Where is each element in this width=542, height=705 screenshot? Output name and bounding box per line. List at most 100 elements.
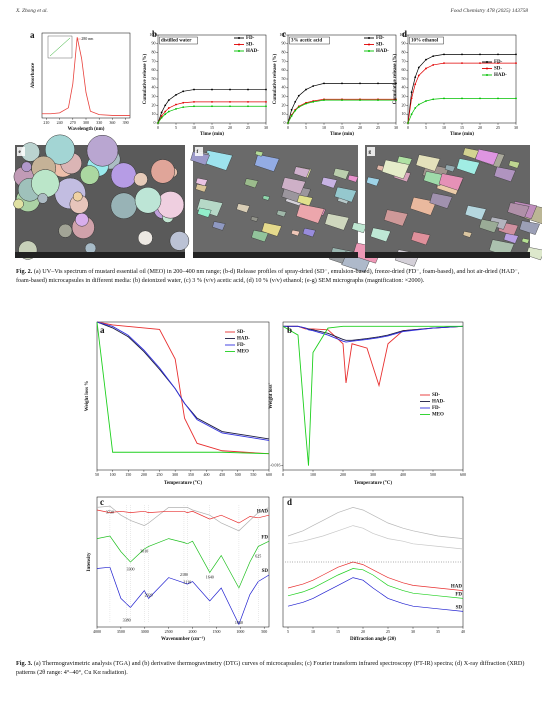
particle <box>110 192 138 220</box>
data-point <box>297 94 300 97</box>
x-tick-label: 1000 <box>236 629 244 634</box>
flake <box>195 183 208 193</box>
data-point <box>175 103 177 106</box>
particle <box>72 191 83 202</box>
panel-title: 10% ethanol <box>411 39 439 44</box>
flake <box>429 192 453 209</box>
flake <box>438 173 464 191</box>
data-point <box>211 105 213 108</box>
series-line <box>157 105 266 124</box>
y-tick-label: 10 <box>152 111 156 116</box>
sem-image: e <box>13 134 190 260</box>
y-tick-label: 40 <box>402 85 406 90</box>
data-point <box>414 107 417 109</box>
x-tick-label: 500 <box>430 472 436 477</box>
data-point <box>417 74 420 77</box>
x-tick-label: 25 <box>246 125 250 130</box>
figure-caption: Fig. 3. (a) Thermogravimetric analysis (… <box>16 660 528 677</box>
data-point <box>414 76 417 79</box>
panel-label: d <box>287 497 292 507</box>
x-axis-label: Wavelength (nm) <box>68 127 105 132</box>
flake <box>521 237 530 244</box>
series-label: HAD <box>257 509 269 514</box>
series-label: SD <box>262 569 269 574</box>
y-axis-label: Cumulative release (%) <box>273 53 278 104</box>
panel-label: d <box>402 29 407 39</box>
series-line <box>407 98 516 124</box>
series-line <box>282 325 463 466</box>
particle <box>169 231 190 251</box>
data-point <box>410 97 413 100</box>
y-tick-label: 70 <box>152 58 156 63</box>
flake <box>236 203 250 214</box>
data-point <box>407 122 409 124</box>
panel-label: c <box>100 497 104 507</box>
flake <box>503 233 519 244</box>
x-tick-label: 0 <box>282 472 284 477</box>
data-point <box>160 111 163 114</box>
y-axis-label: Weight loss % <box>85 381 90 412</box>
particle <box>134 186 162 214</box>
data-point <box>461 53 463 56</box>
data-point <box>290 108 293 111</box>
flake <box>519 220 540 235</box>
series-line <box>42 37 130 116</box>
flake <box>456 158 480 175</box>
x-tick-label: 5 <box>305 125 307 130</box>
sem-image: g <box>365 145 542 267</box>
data-point <box>164 110 167 113</box>
x-tick-label: 10 <box>192 125 196 130</box>
particle <box>75 212 89 227</box>
data-point <box>175 108 177 110</box>
y-axis-label: Weight loss' <box>269 383 274 409</box>
data-point <box>305 88 307 91</box>
data-point <box>410 91 413 94</box>
x-tick-label: 210 <box>43 120 49 125</box>
data-point <box>414 83 417 86</box>
legend-label: HAD- <box>237 337 250 342</box>
caption-label: Fig. 3. <box>16 660 33 667</box>
sem-scalebar <box>365 252 530 258</box>
data-point <box>461 97 463 100</box>
y-axis-label: Intensity <box>87 552 92 571</box>
x-tick-label: 400 <box>203 472 209 477</box>
y-tick-label: 20 <box>282 102 286 107</box>
data-point <box>479 97 481 100</box>
data-point <box>443 62 445 65</box>
peak-label: 3730 <box>106 510 114 515</box>
x-tick-label: 15 <box>210 125 214 130</box>
y-tick-label: 60 <box>282 67 286 72</box>
x-tick-label: 600 <box>460 472 466 477</box>
flake <box>423 171 445 187</box>
x-tick-label: 330 <box>96 120 102 125</box>
peak-label: 625 <box>255 554 261 559</box>
legend-label: HAD- <box>494 73 507 78</box>
legend-marker <box>368 50 370 52</box>
flake <box>508 160 521 169</box>
panel-title: distilled water <box>161 39 192 44</box>
legend-marker <box>368 37 370 39</box>
panel-title-box <box>159 36 198 45</box>
sem-scalebar <box>15 252 185 258</box>
panel-label: e <box>19 150 22 155</box>
x-tick-label: 15 <box>460 125 464 130</box>
flake <box>251 229 269 243</box>
data-point <box>297 106 300 109</box>
data-point <box>515 53 517 56</box>
panel-label: a <box>100 325 105 335</box>
legend-label: SD- <box>432 393 440 398</box>
flake <box>296 203 325 224</box>
flake <box>410 231 431 246</box>
x-tick-label: 240 <box>57 120 63 125</box>
x-tick-label: 20 <box>228 125 232 130</box>
x-axis-label: Temperature (°C) <box>164 481 202 486</box>
x-axis-label: Temperature (°C) <box>354 481 392 486</box>
y-tick-label: 40 <box>152 85 156 90</box>
x-tick-label: 0 <box>287 125 289 130</box>
x-tick-label: 0 <box>157 125 159 130</box>
y-tick-label: -0.016 <box>270 463 280 468</box>
x-tick-label: 25 <box>386 629 390 634</box>
legend-label: FD- <box>237 343 246 348</box>
y-tick-label: 100 <box>280 32 286 37</box>
panel-label: f <box>197 150 199 155</box>
